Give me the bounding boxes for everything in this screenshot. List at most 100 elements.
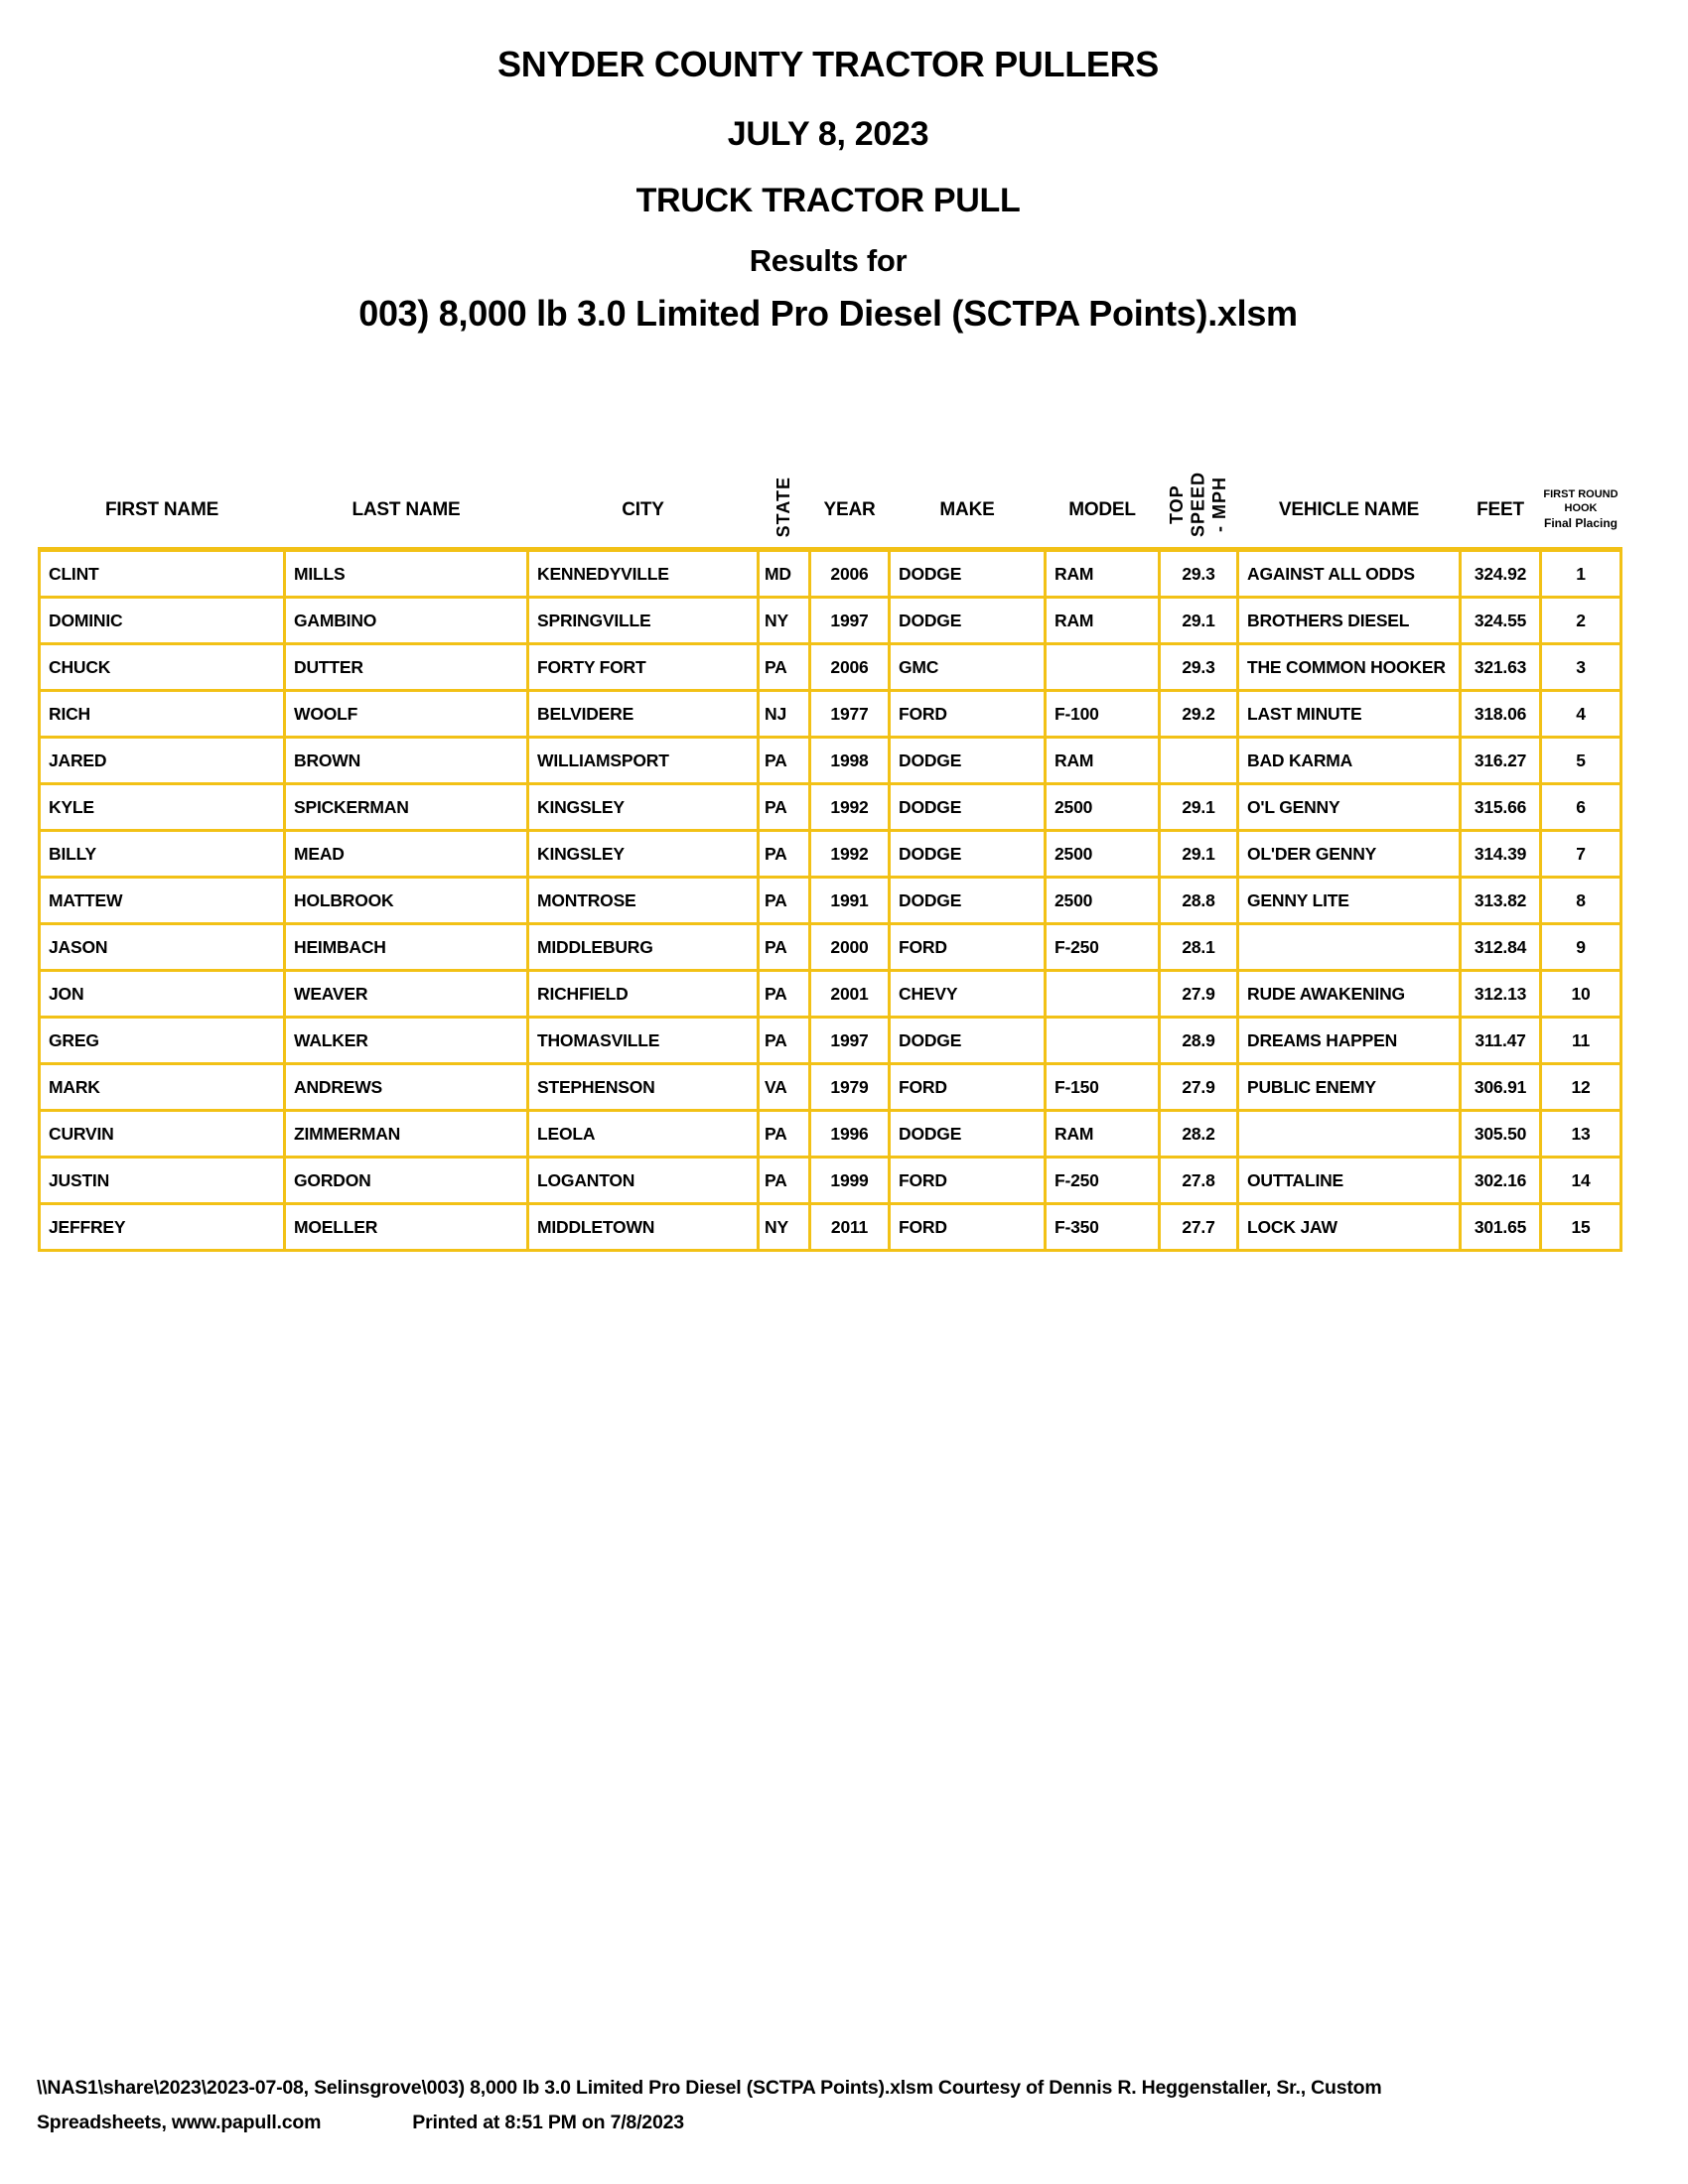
results-table: FIRST NAME LAST NAME CITY STATE YEAR MAK…: [38, 410, 1622, 1252]
col-header-feet: FEET: [1477, 499, 1524, 520]
cell-placing: 15: [1539, 1202, 1622, 1252]
cell-year: 2000: [808, 922, 891, 972]
cell-vehicle-name: [1236, 922, 1462, 972]
cell-last-name: WEAVER: [283, 969, 529, 1019]
cell-first-name: CHUCK: [38, 642, 286, 692]
cell-make: DODGE: [888, 1109, 1047, 1159]
cell-last-name: MILLS: [283, 547, 529, 599]
hook-header-line1: FIRST ROUND: [1543, 488, 1618, 500]
table-row: JEFFREY MOELLER MIDDLETOWN NY 2011 FORD …: [38, 1202, 1622, 1252]
cell-top-speed: 28.9: [1158, 1016, 1239, 1065]
cell-top-speed: 29.1: [1158, 782, 1239, 832]
cell-year: 1997: [808, 1016, 891, 1065]
table-row: CLINT MILLS KENNEDYVILLE MD 2006 DODGE R…: [38, 547, 1622, 599]
cell-city: MIDDLETOWN: [526, 1202, 760, 1252]
cell-state: NY: [757, 596, 811, 645]
cell-first-name: JUSTIN: [38, 1156, 286, 1205]
table-row: MATTEW HOLBROOK MONTROSE PA 1991 DODGE 2…: [38, 876, 1622, 925]
cell-feet: 313.82: [1459, 876, 1542, 925]
cell-model: F-350: [1044, 1202, 1161, 1252]
cell-city: LOGANTON: [526, 1156, 760, 1205]
cell-last-name: GAMBINO: [283, 596, 529, 645]
hook-header-line3: Final Placing: [1543, 516, 1618, 530]
cell-make: DODGE: [888, 596, 1047, 645]
cell-last-name: MOELLER: [283, 1202, 529, 1252]
table-row: RICH WOOLF BELVIDERE NJ 1977 FORD F-100 …: [38, 689, 1622, 739]
cell-make: FORD: [888, 1062, 1047, 1112]
cell-model: 2500: [1044, 782, 1161, 832]
cell-city: BELVIDERE: [526, 689, 760, 739]
cell-year: 2001: [808, 969, 891, 1019]
cell-make: DODGE: [888, 782, 1047, 832]
col-header-make: MAKE: [939, 499, 995, 520]
cell-first-name: JEFFREY: [38, 1202, 286, 1252]
footer-website: Spreadsheets, www.papull.com: [37, 2112, 322, 2133]
cell-placing: 5: [1539, 736, 1622, 785]
cell-model: RAM: [1044, 596, 1161, 645]
cell-city: MIDDLEBURG: [526, 922, 760, 972]
cell-model: F-100: [1044, 689, 1161, 739]
cell-placing: 10: [1539, 969, 1622, 1019]
cell-top-speed: 28.1: [1158, 922, 1239, 972]
cell-state: PA: [757, 876, 811, 925]
footer-printed-at: Printed at 8:51 PM on 7/8/2023: [412, 2112, 684, 2133]
col-header-last-name: LAST NAME: [352, 499, 461, 520]
table-row: BILLY MEAD KINGSLEY PA 1992 DODGE 2500 2…: [38, 829, 1622, 879]
cell-vehicle-name: THE COMMON HOOKER: [1236, 642, 1462, 692]
cell-state: PA: [757, 1156, 811, 1205]
cell-year: 1991: [808, 876, 891, 925]
cell-state: PA: [757, 782, 811, 832]
cell-state: MD: [757, 547, 811, 599]
cell-vehicle-name: LOCK JAW: [1236, 1202, 1462, 1252]
cell-first-name: JASON: [38, 922, 286, 972]
cell-last-name: BROWN: [283, 736, 529, 785]
cell-placing: 8: [1539, 876, 1622, 925]
cell-city: THOMASVILLE: [526, 1016, 760, 1065]
cell-vehicle-name: O'L GENNY: [1236, 782, 1462, 832]
cell-last-name: WOOLF: [283, 689, 529, 739]
cell-feet: 312.13: [1459, 969, 1542, 1019]
cell-state: PA: [757, 1109, 811, 1159]
event-date: JULY 8, 2023: [727, 115, 929, 153]
cell-top-speed: 28.8: [1158, 876, 1239, 925]
cell-top-speed: 29.3: [1158, 547, 1239, 599]
cell-vehicle-name: [1236, 1109, 1462, 1159]
cell-vehicle-name: DREAMS HAPPEN: [1236, 1016, 1462, 1065]
cell-top-speed: [1158, 736, 1239, 785]
cell-state: PA: [757, 922, 811, 972]
col-header-state: STATE: [759, 410, 810, 550]
cell-state: VA: [757, 1062, 811, 1112]
table-row: JON WEAVER RICHFIELD PA 2001 CHEVY 27.9 …: [38, 969, 1622, 1019]
cell-first-name: CLINT: [38, 547, 286, 599]
col-header-vehicle-name: VEHICLE NAME: [1278, 499, 1420, 520]
cell-feet: 324.92: [1459, 547, 1542, 599]
cell-feet: 315.66: [1459, 782, 1542, 832]
page-title: SNYDER COUNTY TRACTOR PULLERS: [496, 44, 1160, 84]
cell-vehicle-name: OUTTALINE: [1236, 1156, 1462, 1205]
cell-make: CHEVY: [888, 969, 1047, 1019]
cell-make: DODGE: [888, 547, 1047, 599]
cell-placing: 1: [1539, 547, 1622, 599]
table-row: DOMINIC GAMBINO SPRINGVILLE NY 1997 DODG…: [38, 596, 1622, 645]
cell-last-name: MEAD: [283, 829, 529, 879]
cell-vehicle-name: OL'DER GENNY: [1236, 829, 1462, 879]
cell-placing: 14: [1539, 1156, 1622, 1205]
cell-year: 1992: [808, 782, 891, 832]
cell-vehicle-name: AGAINST ALL ODDS: [1236, 547, 1462, 599]
cell-year: 2006: [808, 547, 891, 599]
cell-city: RICHFIELD: [526, 969, 760, 1019]
cell-city: WILLIAMSPORT: [526, 736, 760, 785]
table-header-row: FIRST NAME LAST NAME CITY STATE YEAR MAK…: [40, 410, 1621, 550]
cell-year: 1998: [808, 736, 891, 785]
col-header-top-speed: TOP SPEED - MPH: [1160, 410, 1238, 550]
cell-year: 1997: [808, 596, 891, 645]
cell-city: FORTY FORT: [526, 642, 760, 692]
cell-make: FORD: [888, 1156, 1047, 1205]
cell-top-speed: 27.8: [1158, 1156, 1239, 1205]
cell-model: [1044, 969, 1161, 1019]
cell-top-speed: 29.2: [1158, 689, 1239, 739]
cell-make: DODGE: [888, 736, 1047, 785]
cell-model: 2500: [1044, 829, 1161, 879]
cell-state: PA: [757, 1016, 811, 1065]
cell-year: 1979: [808, 1062, 891, 1112]
